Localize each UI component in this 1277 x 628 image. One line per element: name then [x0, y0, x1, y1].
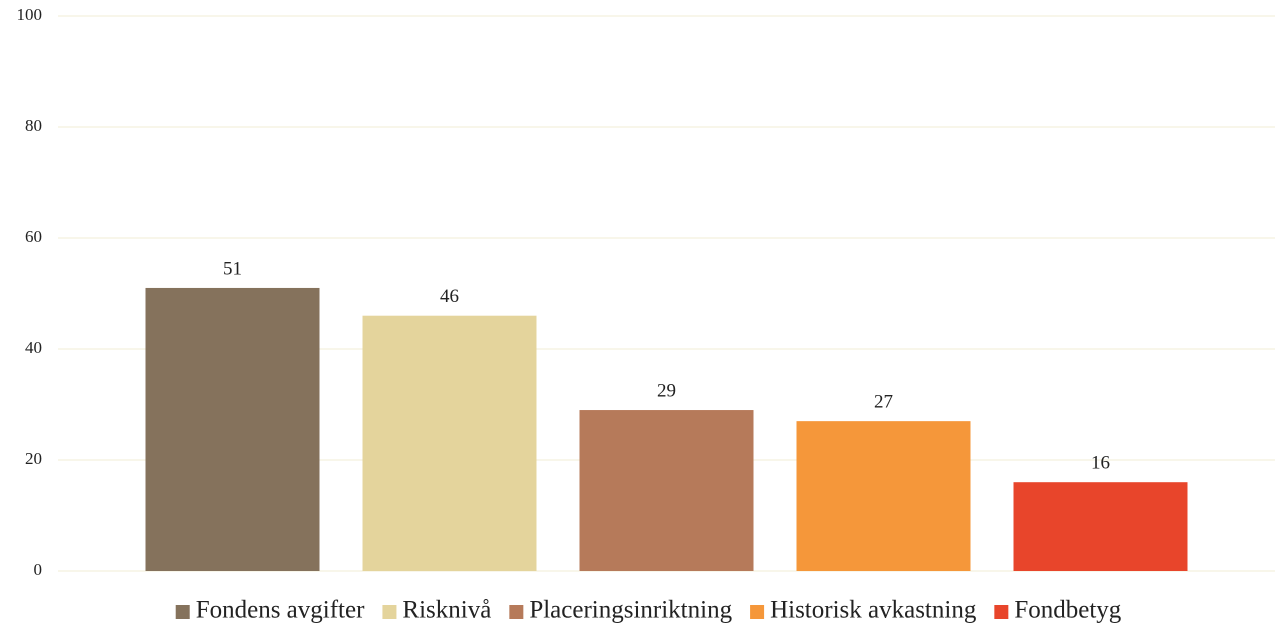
legend-label: Risknivå: [402, 597, 491, 624]
legend-label: Historisk avkastning: [770, 597, 977, 624]
legend-swatch: [509, 605, 524, 619]
legend-label: Fondens avgifter: [196, 597, 365, 624]
bar: [796, 421, 971, 571]
data-label: 27: [874, 392, 893, 413]
data-label: 46: [440, 286, 459, 307]
bar: [579, 410, 754, 571]
data-label: 51: [223, 258, 242, 279]
legend-swatch: [175, 605, 190, 619]
legend-label: Placeringsinriktning: [529, 597, 732, 624]
data-label: 29: [657, 380, 676, 401]
y-tick-label: 60: [25, 227, 42, 246]
data-label: 16: [1091, 453, 1110, 474]
y-tick-label: 40: [25, 338, 42, 357]
legend-swatch: [382, 605, 397, 619]
bar: [145, 287, 320, 571]
y-tick-label: 80: [25, 116, 42, 135]
legend-swatch: [750, 605, 765, 619]
legend-swatch: [994, 605, 1009, 619]
legend-label: Fondbetyg: [1014, 597, 1121, 624]
y-tick-label: 20: [25, 449, 42, 468]
y-tick-label: 0: [34, 560, 43, 579]
y-tick-label: 100: [17, 5, 43, 24]
bar: [362, 315, 537, 571]
bar: [1013, 482, 1188, 571]
